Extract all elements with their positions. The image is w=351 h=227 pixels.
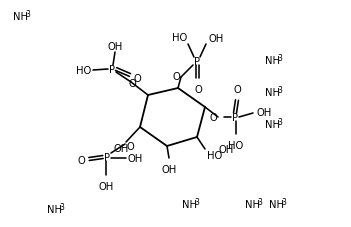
Text: P: P [104,152,110,162]
Text: 3: 3 [194,197,199,206]
Text: HO: HO [172,33,187,43]
Text: NH: NH [269,199,284,209]
Text: NH: NH [265,88,280,98]
Text: NH: NH [13,12,28,22]
Text: P: P [194,57,200,67]
Text: 3: 3 [278,86,282,95]
Text: NH: NH [265,119,280,129]
Text: OH: OH [128,153,143,163]
Text: OH: OH [257,108,272,118]
Text: NH: NH [245,199,260,209]
Text: O: O [77,155,85,165]
Text: HO: HO [229,140,244,150]
Text: O: O [134,74,142,84]
Text: NH: NH [47,204,62,214]
Text: O: O [127,141,135,151]
Text: O: O [128,79,136,89]
Text: 3: 3 [258,197,263,206]
Text: OH: OH [114,143,129,153]
Text: OH: OH [98,181,114,191]
Text: O: O [209,113,217,122]
Text: O: O [233,85,241,95]
Text: 3: 3 [278,118,282,127]
Text: 3: 3 [282,197,286,206]
Text: OH: OH [209,34,224,44]
Text: HO: HO [76,66,91,76]
Text: O: O [172,72,180,82]
Text: NH: NH [182,199,197,209]
Text: 3: 3 [26,10,31,19]
Text: NH: NH [265,56,280,66]
Text: O: O [194,85,202,95]
Text: 3: 3 [278,54,282,63]
Text: P: P [109,65,115,75]
Text: 3: 3 [60,202,64,211]
Text: OH: OH [161,164,177,174]
Text: OH: OH [219,144,234,154]
Text: HO: HO [207,150,222,160]
Text: OH: OH [107,42,122,52]
Text: P: P [232,113,238,122]
